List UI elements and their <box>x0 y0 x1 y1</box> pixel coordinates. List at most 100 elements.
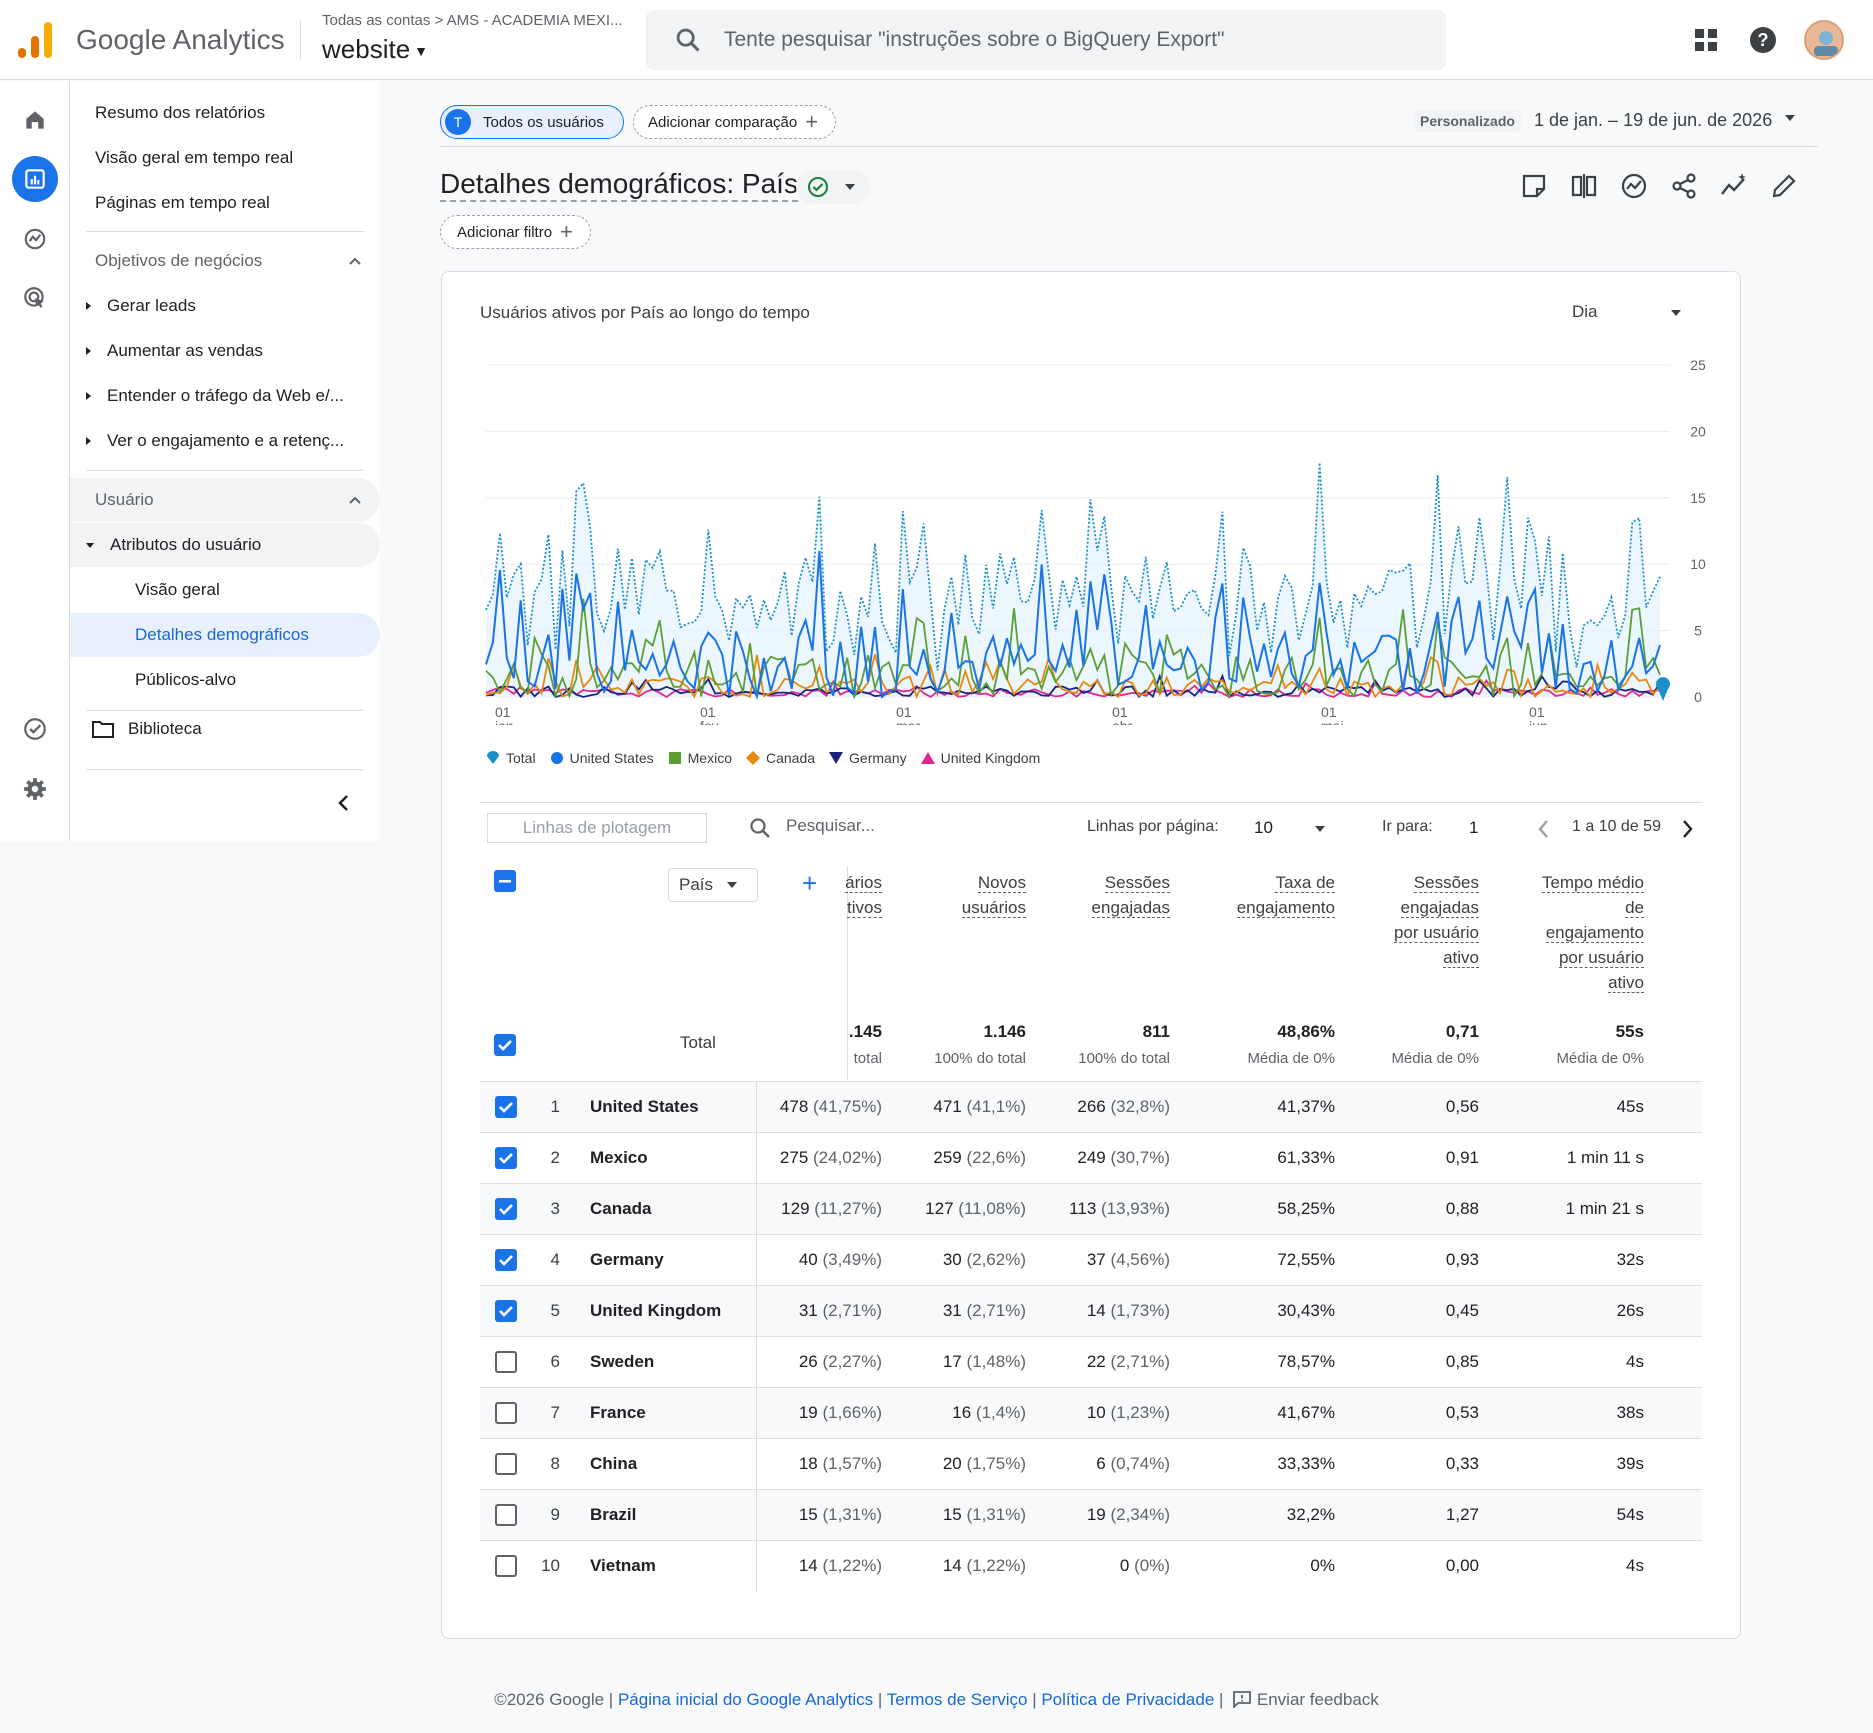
row-country[interactable]: Sweden <box>590 1352 655 1371</box>
legend-item[interactable]: United States <box>550 750 654 766</box>
series-line-mexico[interactable] <box>485 598 1661 700</box>
line-chart[interactable]: 051015202501jan.01fev.01mar.01abr.01mai.… <box>470 345 1715 725</box>
nav-section-business-objectives[interactable]: Objetivos de negócios <box>70 239 380 283</box>
table-row[interactable]: 2 Mexico 275 (24,02%) 259 (22,6%) 249 (30,7%… <box>480 1132 1702 1184</box>
series-line-germany[interactable] <box>485 673 1661 699</box>
nav-item-increase-sales[interactable]: Aumentar as vendas <box>70 329 380 373</box>
table-row[interactable]: 9 Brazil 15 (1,31%) 15 (1,31%) 19 (2,34%) 32,… <box>480 1489 1702 1541</box>
table-row[interactable]: 10 Vietnam 14 (1,22%) 14 (1,22%) 0 (0%) 0% 0,0… <box>480 1540 1702 1592</box>
page-title[interactable]: Detalhes demográficos: País <box>440 168 798 202</box>
row-country[interactable]: France <box>590 1403 646 1422</box>
admin-check-icon[interactable] <box>12 706 58 752</box>
row-checkbox[interactable] <box>495 1147 517 1169</box>
row-country[interactable]: Vietnam <box>590 1556 656 1575</box>
nav-item-reports-snapshot[interactable]: Resumo dos relatórios <box>70 91 380 135</box>
caret-down-icon[interactable] <box>1784 114 1796 122</box>
explore-icon[interactable] <box>12 216 58 262</box>
caret-down-icon[interactable] <box>1670 309 1682 317</box>
nav-item-overview[interactable]: Visão geral <box>70 568 380 612</box>
row-country[interactable]: Canada <box>590 1199 652 1218</box>
row-country[interactable]: United Kingdom <box>590 1301 722 1320</box>
search-input[interactable] <box>724 22 1424 58</box>
legend-item[interactable]: Total <box>486 750 536 766</box>
nav-item-engagement-retention[interactable]: Ver o engajamento e a retenç... <box>70 419 380 463</box>
table-row[interactable]: 3 Canada 129 (11,27%) 127 (11,08%) 113 (13,9… <box>480 1183 1702 1235</box>
row-country[interactable]: Brazil <box>590 1505 637 1524</box>
rows-per-page-select[interactable]: 10 <box>1254 818 1273 837</box>
nav-item-library[interactable]: Biblioteca <box>70 707 380 751</box>
nav-item-web-traffic[interactable]: Entender o tráfego da Web e/... <box>70 374 380 418</box>
legend-item[interactable]: Canada <box>746 750 815 766</box>
row-country[interactable]: United States <box>590 1097 699 1116</box>
prev-page-chevron-icon[interactable] <box>1535 818 1551 840</box>
avatar[interactable] <box>1804 20 1844 60</box>
column-header-engaged-sessions[interactable]: Sessões engajadas <box>1091 870 1170 920</box>
column-header-engaged-sessions-per-user[interactable]: Sessões engajadas por usuário ativo <box>1393 870 1479 970</box>
table-row[interactable]: 8 China 18 (1,57%) 20 (1,75%) 6 (0,74%) 33,33… <box>480 1438 1702 1490</box>
nav-item-realtime-overview[interactable]: Visão geral em tempo real <box>70 136 380 180</box>
property-selector[interactable]: website ▼ <box>322 34 428 65</box>
table-row[interactable]: 4 Germany 40 (3,49%) 30 (2,62%) 37 (4,56%) 72… <box>480 1234 1702 1286</box>
reports-icon[interactable] <box>12 156 58 202</box>
table-row[interactable]: 6 Sweden 26 (2,27%) 17 (1,48%) 22 (2,71%) 78,… <box>480 1336 1702 1388</box>
row-checkbox[interactable] <box>495 1096 517 1118</box>
apps-grid-icon[interactable] <box>1688 22 1724 58</box>
granularity-dropdown[interactable]: Dia <box>1572 302 1598 321</box>
date-range-selector[interactable]: 1 de jan. – 19 de jun. de 2026 <box>1534 110 1773 130</box>
series-line-united-states[interactable] <box>485 550 1661 701</box>
row-checkbox[interactable] <box>495 1249 517 1271</box>
column-header-engagement-rate[interactable]: Taxa de engajamento <box>1236 870 1335 920</box>
next-page-chevron-icon[interactable] <box>1680 818 1696 840</box>
legend-item[interactable]: United Kingdom <box>920 750 1040 766</box>
add-filter-button[interactable]: Adicionar filtro + <box>440 215 591 249</box>
collapse-nav-chevron-left-icon[interactable] <box>335 793 351 813</box>
insights-chart-icon[interactable] <box>1618 170 1650 202</box>
goto-page-input[interactable]: 1 <box>1469 818 1479 837</box>
report-status-dropdown[interactable] <box>796 170 870 204</box>
row-country[interactable]: China <box>590 1454 638 1473</box>
send-feedback-button[interactable]: Enviar feedback <box>1256 1690 1379 1709</box>
dimension-select[interactable]: País <box>668 868 758 902</box>
help-icon[interactable]: ? <box>1745 22 1781 58</box>
footer-link-terms[interactable]: Termos de Serviço <box>886 1690 1028 1709</box>
table-row[interactable]: 5 United Kingdom 31 (2,71%) 31 (2,71%) 14 (1… <box>480 1285 1702 1337</box>
add-dimension-plus-icon[interactable]: + <box>802 868 818 898</box>
nav-section-user[interactable]: Usuário <box>70 478 380 522</box>
nav-item-audiences[interactable]: Públicos-alvo <box>70 658 380 702</box>
row-checkbox[interactable] <box>495 1300 517 1322</box>
select-all-checkbox[interactable] <box>494 870 516 892</box>
row-checkbox[interactable] <box>495 1555 517 1577</box>
advertising-icon[interactable] <box>12 275 58 321</box>
series-line-total[interactable] <box>485 462 1661 671</box>
table-row[interactable]: 1 United States 478 (41,75%) 471 (41,1%) 266… <box>480 1081 1702 1133</box>
column-header-avg-engagement-time[interactable]: Tempo médio de engajamento por usuário ativo <box>1541 870 1644 995</box>
nav-item-realtime-pages[interactable]: Páginas em tempo real <box>70 181 380 225</box>
column-header-new-users[interactable]: Novos usuários <box>961 870 1026 920</box>
add-comparison-button[interactable]: Adicionar comparação + <box>633 105 836 139</box>
footer-link-ga-home[interactable]: Página inicial do Google Analytics <box>617 1690 874 1709</box>
table-row[interactable]: 7 France 19 (1,66%) 16 (1,4%) 10 (1,23%) 41,6… <box>480 1387 1702 1439</box>
row-country[interactable]: Mexico <box>590 1148 648 1167</box>
search-bar[interactable] <box>646 10 1446 70</box>
row-checkbox[interactable] <box>495 1453 517 1475</box>
row-checkbox[interactable] <box>495 1198 517 1220</box>
trend-sparkle-icon[interactable] <box>1718 170 1750 202</box>
save-report-icon[interactable] <box>1518 170 1550 202</box>
total-checkbox[interactable] <box>494 1034 516 1056</box>
row-country[interactable]: Germany <box>590 1250 664 1269</box>
share-icon[interactable] <box>1668 170 1700 202</box>
settings-gear-icon[interactable] <box>12 766 58 812</box>
legend-item[interactable]: Mexico <box>668 750 732 766</box>
row-checkbox[interactable] <box>495 1504 517 1526</box>
legend-item[interactable]: Germany <box>829 750 907 766</box>
home-icon[interactable] <box>12 97 58 143</box>
nav-item-generate-leads[interactable]: Gerar leads <box>70 284 380 328</box>
analytics-logo-icon[interactable] <box>18 20 54 60</box>
nav-item-demographic-details[interactable]: Detalhes demográficos <box>70 613 380 657</box>
plot-rows-button[interactable]: Linhas de plotagem <box>487 813 707 843</box>
column-header-active-users[interactable]: ários tivos <box>845 870 882 920</box>
segment-chip[interactable]: T Todos os usuários <box>440 105 624 139</box>
edit-pencil-icon[interactable] <box>1768 170 1800 202</box>
row-checkbox[interactable] <box>495 1402 517 1424</box>
table-search-input[interactable]: Pesquisar... <box>786 816 875 835</box>
